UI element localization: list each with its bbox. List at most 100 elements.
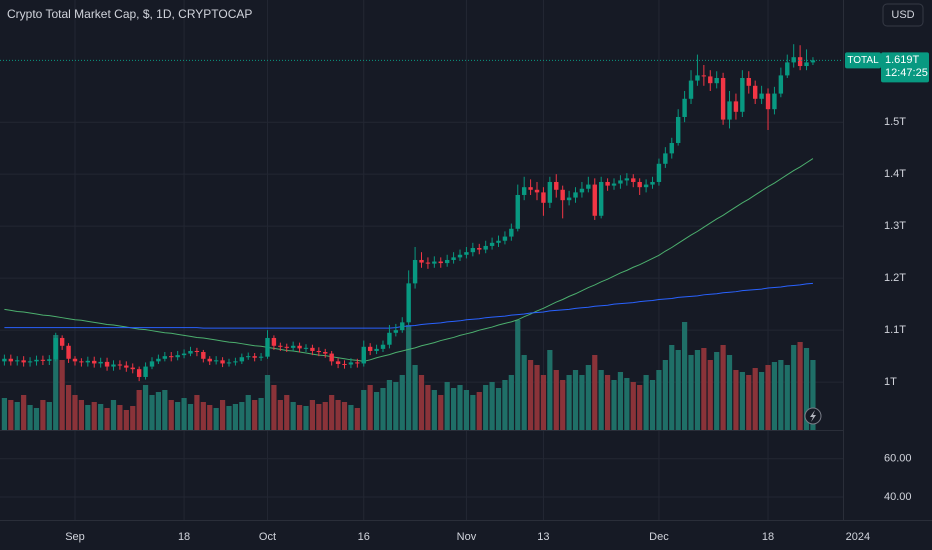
volume-bar <box>142 385 149 430</box>
candle-body <box>675 116 681 143</box>
candle-body <box>316 350 322 353</box>
volume-bar <box>720 345 726 430</box>
candle-body <box>374 348 379 351</box>
volume-bar <box>572 370 579 430</box>
candle-body <box>592 184 597 216</box>
volume-bar <box>617 372 624 430</box>
candle-body <box>650 181 655 185</box>
candle-body <box>579 188 585 193</box>
volume-bar <box>316 404 322 430</box>
x-tick-label: Nov <box>457 531 477 543</box>
volume-bar <box>354 408 360 430</box>
candle-body <box>393 330 399 333</box>
volume-bar <box>418 375 425 430</box>
candle-body <box>444 259 450 264</box>
candle-body <box>342 363 347 365</box>
candle-body <box>246 356 251 358</box>
volume-bar <box>688 355 694 430</box>
volume-bar <box>322 402 328 430</box>
volume-bar <box>450 388 457 430</box>
candle-body <box>733 101 739 112</box>
candle-body <box>124 365 129 368</box>
candle-body <box>130 367 135 370</box>
volume-bar <box>110 400 117 430</box>
volume-bar <box>155 392 162 430</box>
candle-body <box>329 353 334 362</box>
x-tick-label: 2024 <box>846 531 870 543</box>
volume-bar <box>675 350 681 430</box>
candle-body <box>34 359 39 362</box>
volume-bar <box>393 382 399 430</box>
volume-bar <box>502 380 508 430</box>
candle-body <box>233 361 238 363</box>
candle-body <box>464 252 469 255</box>
volume-bar <box>245 395 251 430</box>
grid <box>0 0 843 520</box>
volume-bar <box>733 370 739 430</box>
candle-body <box>804 62 809 67</box>
candle-body <box>85 360 91 363</box>
candle-body <box>239 357 245 362</box>
volume-bar <box>284 395 290 430</box>
volume-bar <box>8 400 14 430</box>
candle-body <box>772 93 777 110</box>
volume-bar <box>380 388 386 430</box>
volume-bar <box>611 380 617 430</box>
candle-body <box>534 189 540 193</box>
volume-bar <box>463 390 470 430</box>
symbol-label: TOTAL <box>847 55 879 66</box>
candle-body <box>284 346 289 348</box>
volume-bar <box>637 385 643 430</box>
candle-body <box>631 178 636 182</box>
candle-body <box>682 98 687 117</box>
volume-bar <box>431 390 437 430</box>
candle-body <box>136 369 142 377</box>
volume-bar <box>534 365 540 430</box>
candle-body <box>194 350 200 353</box>
chart-title: Crypto Total Market Cap, $, 1D, CRYPTOCA… <box>7 7 252 21</box>
candle-body <box>810 60 816 63</box>
candle-body <box>477 248 482 250</box>
volume-bar <box>168 400 174 430</box>
alert-bolt[interactable] <box>810 410 816 422</box>
candle-body <box>489 242 495 246</box>
candle-body <box>21 360 26 363</box>
volume-bar <box>508 375 514 430</box>
candle-body <box>778 75 784 94</box>
volume-bar <box>470 395 476 430</box>
candle-body <box>2 358 7 362</box>
currency-label[interactable]: USD <box>891 9 914 21</box>
volume-bar <box>181 398 187 430</box>
lower-y-tick-label: 40.00 <box>884 491 912 503</box>
volume-bar <box>540 375 547 430</box>
candle-body <box>400 322 405 331</box>
volume-bar <box>560 380 566 430</box>
candle-body <box>425 262 431 264</box>
candle-body <box>188 350 193 354</box>
currency-button[interactable] <box>882 3 924 27</box>
volume-bar <box>91 402 97 430</box>
volume-bar <box>701 348 707 430</box>
candle-body <box>541 192 546 203</box>
volume-bar <box>149 395 155 430</box>
candle-body <box>746 77 751 86</box>
volume-bar <box>200 402 206 430</box>
volume-bar <box>264 375 271 430</box>
volume-bar <box>348 405 354 430</box>
alert-icon[interactable] <box>804 407 822 425</box>
volume-bar <box>483 385 489 430</box>
candle-body <box>701 75 707 77</box>
volume-bar <box>271 385 277 430</box>
candle-body <box>252 356 257 358</box>
candle-body <box>611 183 617 186</box>
candle-body <box>554 181 559 190</box>
countdown-label: 12:47:25 <box>885 67 928 79</box>
candle-body <box>387 332 392 345</box>
volume-bar <box>726 355 733 430</box>
volume-bar <box>669 345 675 430</box>
candle-body <box>27 361 33 363</box>
candle-body <box>406 283 411 323</box>
volume-bar <box>553 370 559 430</box>
candle-body <box>348 362 354 365</box>
candle-body <box>663 153 668 164</box>
